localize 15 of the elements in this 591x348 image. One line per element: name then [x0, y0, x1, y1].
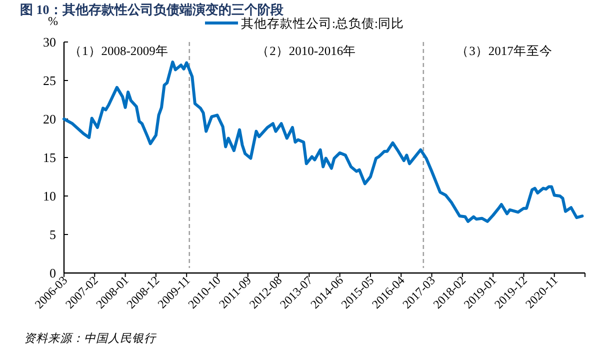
annotation: （3）2017年至今 — [456, 44, 552, 58]
y-tick-label: 10 — [43, 188, 56, 204]
legend-label: 其他存款性公司:总负债:同比 — [241, 16, 404, 30]
y-axis-title: % — [48, 14, 58, 28]
y-tick-label: 5 — [50, 227, 56, 242]
chart-title: 图 10：其他存款性公司负债端演变的三个阶段 — [20, 2, 284, 17]
text: 资料来源：中国人民银行 — [24, 332, 157, 345]
y-tick-label: 30 — [43, 34, 56, 50]
y-tick-label: 20 — [43, 112, 56, 126]
y-tick-label: 25 — [43, 73, 56, 88]
annotation: （1）2008-2009年 — [69, 44, 168, 58]
annotation: （2）2010-2016年 — [256, 44, 356, 58]
y-tick-label: 0 — [50, 266, 56, 280]
y-tick-label: 15 — [43, 150, 56, 165]
line-series — [62, 60, 584, 223]
